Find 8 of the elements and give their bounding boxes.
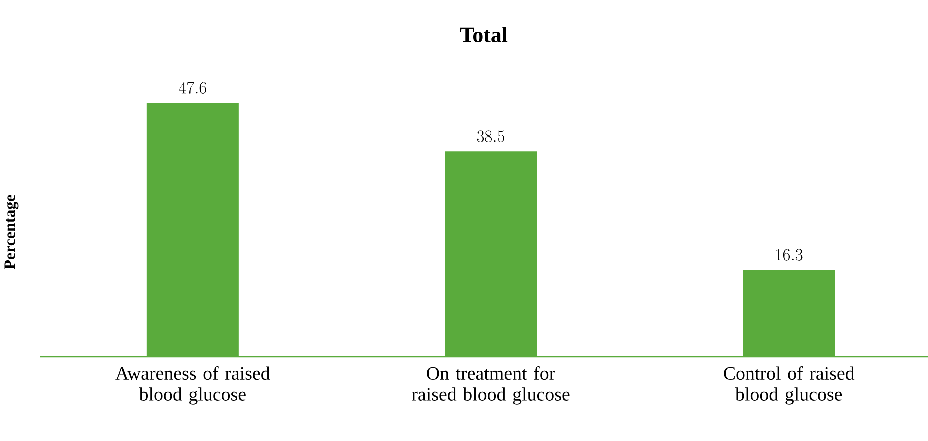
x-tick-label: On treatment for raised blood glucose	[412, 366, 570, 405]
data-label: 47.6	[179, 82, 206, 94]
y-axis-title: Percentage	[4, 195, 19, 270]
data-label: 38.5	[477, 130, 504, 142]
x-tick-label: Control of raised blood glucose	[724, 366, 855, 405]
x-tick-label: Awareness of raised blood glucose	[116, 366, 270, 405]
chart-title: Total	[460, 27, 508, 42]
data-label: 16.3	[776, 249, 803, 261]
